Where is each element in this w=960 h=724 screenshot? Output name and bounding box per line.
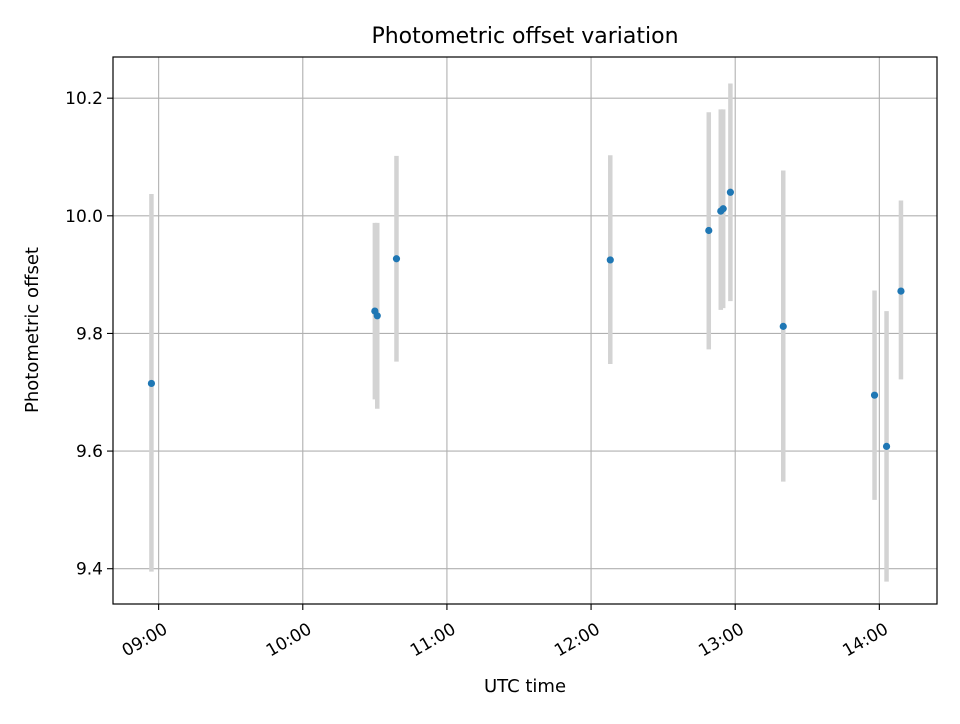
data-point — [147, 379, 156, 388]
y-tick-label: 9.6 — [76, 442, 103, 462]
data-point — [719, 205, 727, 213]
data-point — [882, 442, 891, 450]
y-tick-label: 10.2 — [65, 89, 103, 109]
x-axis-label: UTC time — [484, 676, 566, 697]
y-axis-ticks: 9.4 9.6 9.8 10.0 10.2 — [65, 89, 113, 580]
data-point — [705, 226, 713, 235]
data-point — [726, 188, 734, 196]
chart-title: Photometric offset variation — [371, 24, 678, 49]
y-tick-label: 10.0 — [65, 207, 103, 227]
data-point — [897, 287, 905, 295]
plot-frame — [112, 56, 938, 605]
y-tick-label: 9.4 — [76, 560, 103, 580]
data-points — [147, 188, 905, 450]
data-point — [606, 256, 614, 264]
data-point — [392, 255, 401, 263]
data-point — [779, 322, 787, 330]
y-axis-label: Photometric offset — [22, 247, 43, 413]
grid — [113, 57, 937, 604]
data-point — [373, 312, 381, 320]
data-point — [870, 391, 879, 399]
y-tick-label: 9.8 — [76, 324, 103, 344]
